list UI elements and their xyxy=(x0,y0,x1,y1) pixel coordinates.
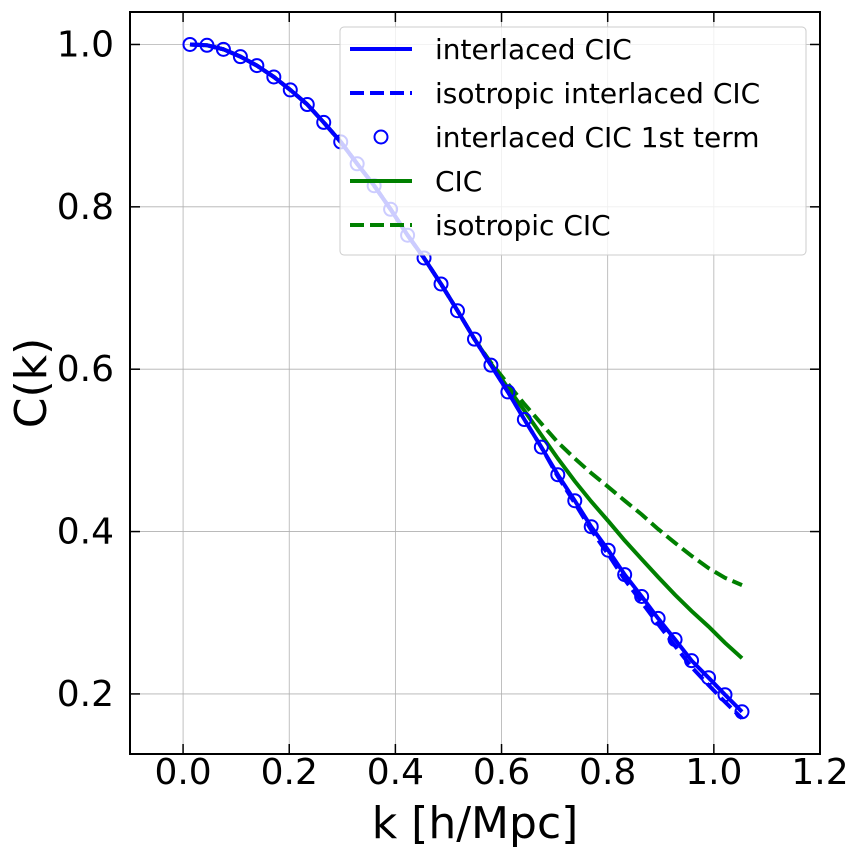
marker xyxy=(667,632,683,648)
legend-label: interlaced CIC 1st term xyxy=(435,121,760,154)
y-tick-label: 0.4 xyxy=(57,512,114,553)
marker xyxy=(232,49,248,65)
marker xyxy=(182,36,198,52)
marker xyxy=(650,610,666,626)
legend-label: isotropic CIC xyxy=(435,209,611,242)
marker xyxy=(316,114,332,130)
marker xyxy=(583,519,599,535)
marker xyxy=(500,384,516,400)
marker xyxy=(600,542,616,558)
marker xyxy=(449,303,465,319)
y-axis-label: C(k) xyxy=(6,338,57,429)
marker xyxy=(734,704,750,720)
marker xyxy=(282,82,298,98)
legend-label: CIC xyxy=(435,165,482,198)
x-tick-label: 0.0 xyxy=(154,752,211,793)
marker xyxy=(466,331,482,347)
marker xyxy=(617,567,633,583)
marker xyxy=(634,589,650,605)
legend-label: isotropic interlaced CIC xyxy=(435,77,760,110)
marker xyxy=(567,493,583,509)
x-tick-label: 1.2 xyxy=(791,752,848,793)
y-tick-label: 1.0 xyxy=(57,24,114,65)
marker xyxy=(199,37,215,53)
marker xyxy=(483,357,499,373)
marker xyxy=(684,653,700,669)
plot-frame xyxy=(129,11,821,755)
marker xyxy=(550,467,566,483)
y-tick-label: 0.8 xyxy=(57,187,114,228)
x-tick-label: 0.6 xyxy=(473,752,530,793)
marker xyxy=(266,69,282,85)
marker xyxy=(533,439,549,455)
marker xyxy=(701,670,717,686)
x-tick-label: 0.8 xyxy=(579,752,636,793)
y-tick-label: 0.6 xyxy=(57,349,114,390)
marker xyxy=(215,41,231,57)
marker xyxy=(516,412,532,428)
legend-marker xyxy=(373,129,389,145)
marker xyxy=(433,276,449,292)
marker xyxy=(299,97,315,113)
x-tick-label: 1.0 xyxy=(685,752,742,793)
x-tick-label: 0.4 xyxy=(367,752,424,793)
x-axis-label: k [h/Mpc] xyxy=(372,798,579,849)
line xyxy=(189,42,744,720)
marker xyxy=(717,687,733,703)
legend-box xyxy=(339,26,807,256)
x-tick-label: 0.2 xyxy=(261,752,318,793)
y-tick-label: 0.2 xyxy=(57,674,114,715)
legend-label: interlaced CIC xyxy=(435,33,632,66)
marker xyxy=(249,58,265,74)
